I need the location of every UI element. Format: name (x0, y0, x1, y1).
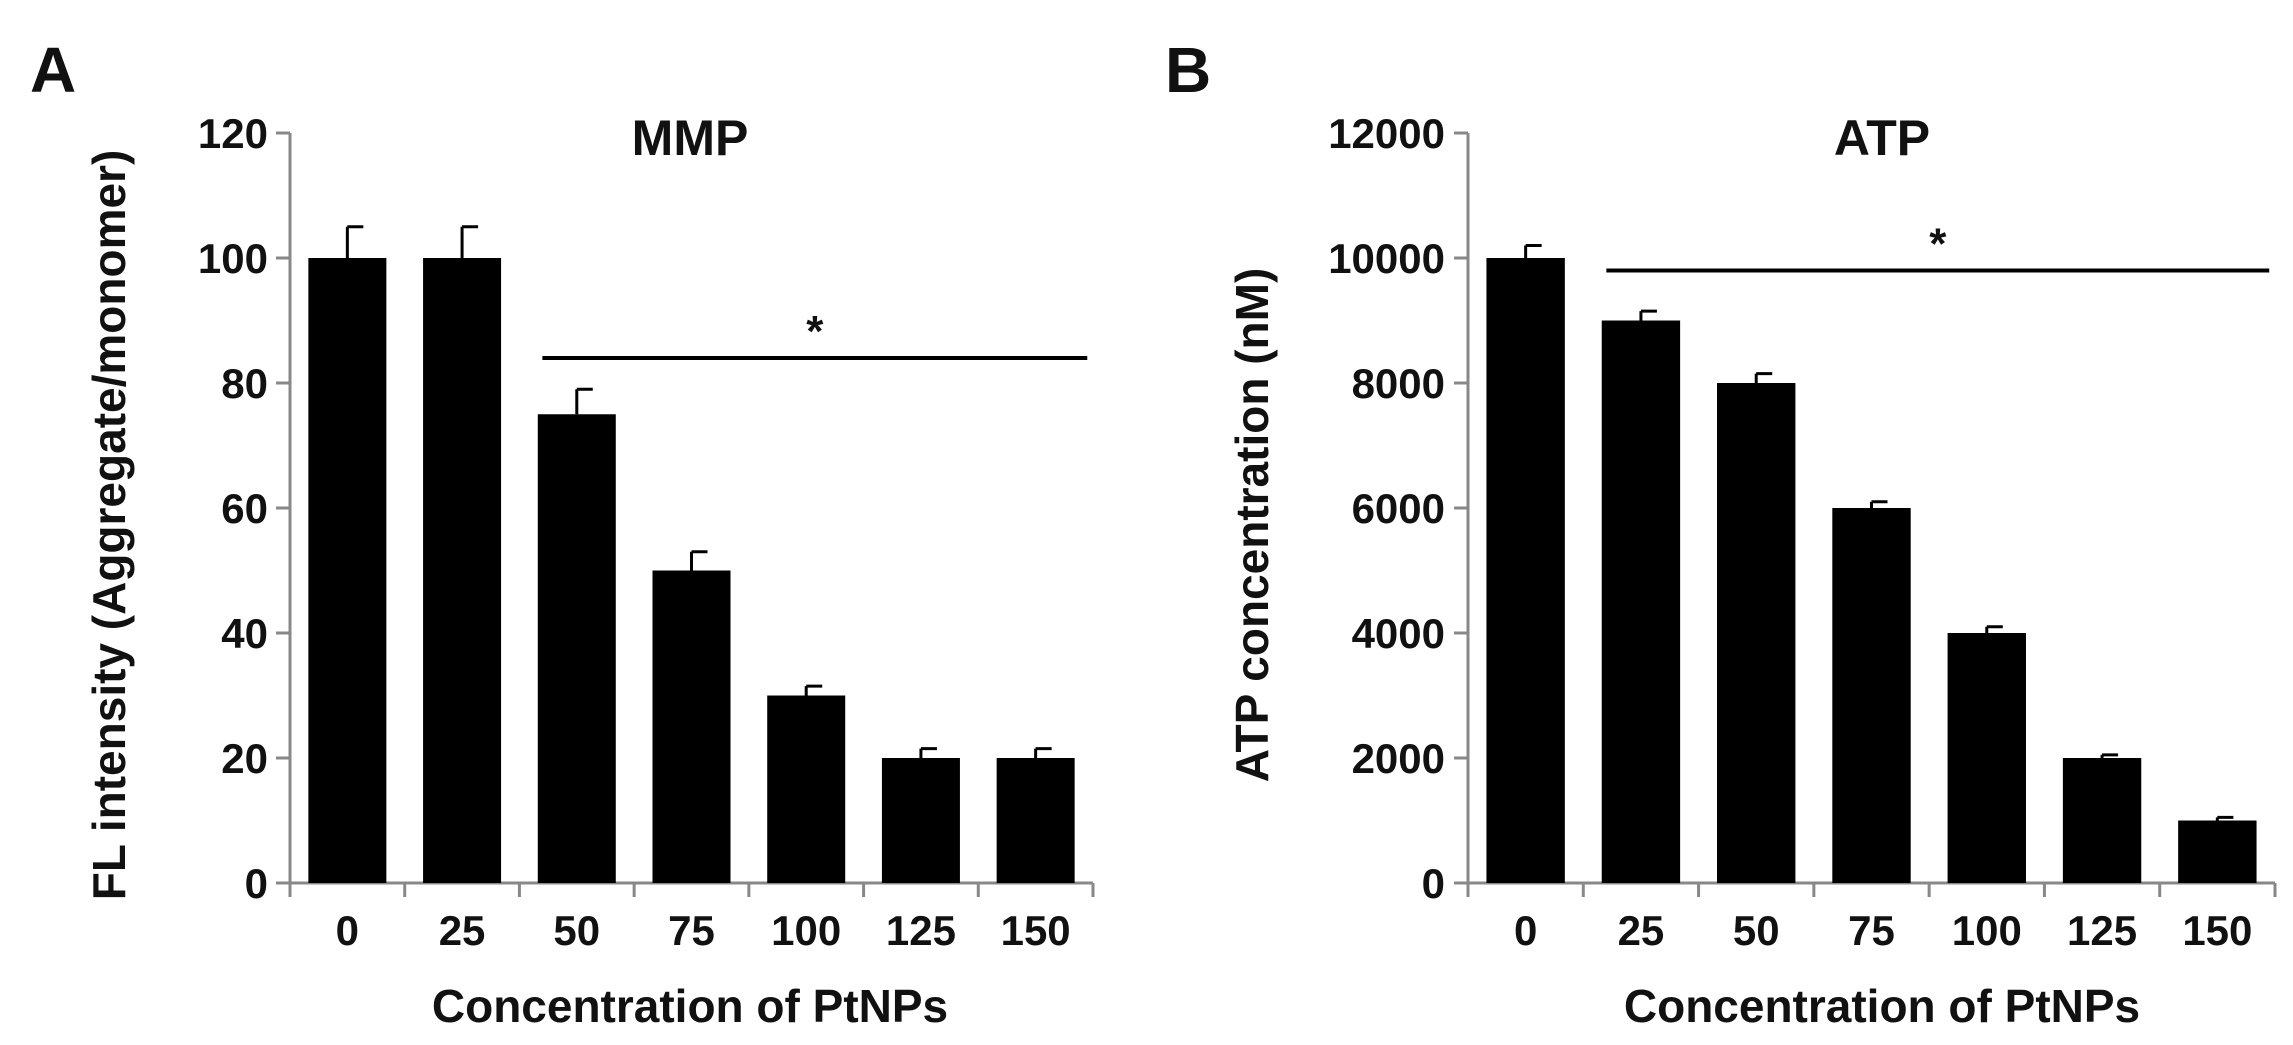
panel-b-letter: B (1165, 34, 1211, 106)
y-tick-label: 12000 (1328, 110, 1445, 157)
bar (537, 414, 616, 883)
y-tick-label: 0 (245, 860, 268, 907)
bar (1947, 633, 2026, 883)
y-tick-label: 100 (198, 235, 268, 282)
x-tick-label: 100 (771, 907, 841, 954)
bar (1601, 320, 1681, 883)
x-axis-label: Concentration of PtNPs (1624, 980, 2140, 1032)
y-tick-label: 2000 (1352, 735, 1445, 782)
bar (2062, 758, 2142, 883)
y-tick-label: 20 (221, 735, 268, 782)
panel-a-letter: A (30, 34, 76, 106)
bar (767, 695, 846, 883)
x-tick-label: 150 (1001, 907, 1071, 954)
y-tick-label: 60 (221, 485, 268, 532)
y-axis-label: FL intensity (Aggregate/monomer) (83, 150, 135, 901)
significance-star: * (806, 307, 824, 356)
y-tick-label: 6000 (1352, 485, 1445, 532)
y-tick-label: 10000 (1328, 235, 1445, 282)
x-tick-label: 50 (1733, 907, 1780, 954)
x-axis-label: Concentration of PtNPs (432, 980, 948, 1032)
x-tick-label: 125 (2067, 907, 2137, 954)
significance-star: * (1929, 220, 1947, 269)
x-tick-label: 75 (1848, 907, 1895, 954)
x-tick-label: 0 (1514, 907, 1537, 954)
y-tick-label: 120 (198, 110, 268, 157)
y-tick-label: 40 (221, 610, 268, 657)
bar (1717, 383, 1796, 883)
bar (1486, 258, 1565, 883)
bar (423, 258, 502, 883)
y-tick-label: 80 (221, 360, 268, 407)
panel-a-mmp-chart: A MMP FL intensity (Aggregate/monomer) C… (30, 34, 1095, 1032)
bar (996, 758, 1075, 883)
y-tick-label: 4000 (1352, 610, 1445, 657)
x-tick-label: 125 (886, 907, 956, 954)
bar (652, 570, 731, 883)
x-tick-label: 0 (336, 907, 359, 954)
chart-title: MMP (632, 110, 749, 166)
x-tick-label: 150 (2182, 907, 2252, 954)
x-tick-label: 75 (668, 907, 715, 954)
y-tick-label: 8000 (1352, 360, 1445, 407)
panel-b-atp-chart: B ATP ATP concentration (nM) Concentrati… (1165, 34, 2277, 1032)
bar (881, 758, 960, 883)
bar (2178, 820, 2257, 883)
panel-b-marks: 0 2000 4000 6000 8000 10000 12000 0 25 50 75 100 125… (1328, 110, 2277, 954)
x-tick-label: 25 (1618, 907, 1665, 954)
x-tick-label: 100 (1952, 907, 2022, 954)
x-tick-label: 50 (553, 907, 600, 954)
panel-a-marks: 0 20 40 60 80 100 120 0 25 50 75 100 125 150 * (198, 110, 1095, 954)
chart-title: ATP (1834, 110, 1930, 166)
x-tick-label: 25 (439, 907, 486, 954)
y-axis-label: ATP concentration (nM) (1226, 268, 1278, 783)
bar (1832, 508, 1911, 883)
y-tick-label: 0 (1422, 860, 1445, 907)
bar (308, 258, 387, 883)
